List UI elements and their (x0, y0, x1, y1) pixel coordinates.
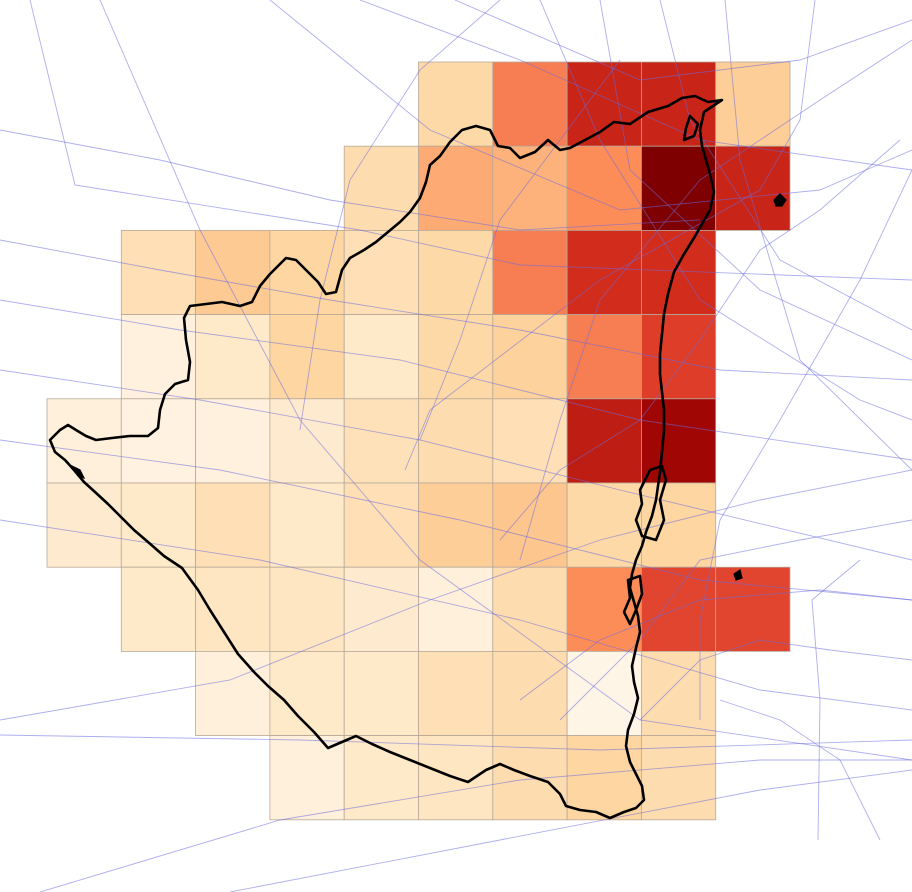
grid-cell (120, 566, 197, 652)
grid-cell (715, 145, 791, 231)
grid-cell (566, 61, 642, 147)
grid-cell (492, 61, 568, 147)
grid-cell (566, 314, 642, 400)
track-line (519, 589, 912, 701)
grid-cell (343, 735, 419, 821)
grid-cell (641, 566, 717, 652)
grid-cell (418, 651, 494, 737)
track-line (659, 0, 912, 331)
track-line (454, 0, 912, 81)
grid-cell (418, 145, 494, 231)
track-line (724, 0, 912, 471)
density-grid (46, 61, 791, 821)
inlet-outline (622, 574, 644, 626)
grid-cell (418, 61, 494, 147)
country-border (48, 94, 724, 820)
track-line (539, 0, 912, 421)
grid-cell (120, 229, 197, 315)
grid-cell (492, 314, 568, 400)
grid-cell (715, 61, 791, 147)
track-line (811, 559, 861, 841)
track-line (404, 0, 816, 471)
grid-cell (492, 651, 568, 737)
bay-outline (682, 114, 700, 142)
grid-cell (343, 314, 419, 400)
track-line (559, 519, 912, 721)
grid-cell (566, 145, 642, 231)
grid-cell (343, 145, 419, 231)
coastline-outline (48, 94, 787, 820)
lagoon-outline (634, 464, 668, 542)
track-line (229, 769, 912, 892)
grid-cell (492, 735, 568, 821)
track-line (359, 0, 912, 171)
grid-cell (566, 398, 642, 484)
grid-cell (418, 229, 494, 315)
grid-cell (120, 398, 197, 484)
track-line (499, 139, 901, 541)
track-line (29, 0, 912, 281)
track-line (39, 759, 912, 892)
grid-cell (492, 398, 568, 484)
track-line (0, 519, 912, 711)
grid-cell (120, 482, 197, 568)
island-shape (733, 569, 743, 581)
track-line (0, 299, 912, 461)
track-line (0, 129, 701, 231)
grid-cell (492, 145, 568, 231)
grid-cell (715, 566, 791, 652)
grid-cell (269, 735, 345, 821)
island-shape (70, 464, 86, 480)
grid-cell (641, 482, 717, 568)
grid-cell (195, 314, 271, 400)
track-line (719, 699, 881, 841)
grid-cell (418, 566, 494, 652)
grid-cell (269, 651, 345, 737)
grid-cell (343, 651, 419, 737)
track-line (299, 0, 501, 431)
grid-cell (492, 229, 568, 315)
track-line (269, 0, 912, 211)
grid-cell (195, 482, 271, 568)
grid-cell (46, 398, 122, 484)
track-line (639, 639, 912, 721)
track-line (0, 469, 912, 721)
grid-cell (418, 735, 494, 821)
grid-cell (566, 735, 642, 821)
grid-cell (641, 145, 717, 231)
grid-cell (269, 482, 345, 568)
grid-cell (269, 398, 345, 484)
track-line (0, 734, 912, 751)
grid-cell (566, 229, 642, 315)
grid-cell (343, 398, 419, 484)
track-line (519, 39, 912, 561)
track-line (599, 0, 912, 361)
grid-cell (641, 651, 717, 737)
track-line (419, 59, 621, 441)
grid-cell (195, 398, 271, 484)
grid-cell (269, 566, 345, 652)
grid-cell (120, 314, 197, 400)
grid-cell (492, 566, 568, 652)
grid-cell (418, 314, 494, 400)
grid-cell (195, 566, 271, 652)
track-line (0, 239, 912, 381)
grid-cell (195, 651, 271, 737)
island-shape (773, 193, 787, 207)
grid-cell (46, 482, 122, 568)
grid-cell (566, 482, 642, 568)
grid-cell (343, 229, 419, 315)
track-line (699, 169, 912, 720)
track-line (99, 0, 912, 761)
grid-cell (343, 482, 419, 568)
track-line (0, 439, 912, 601)
